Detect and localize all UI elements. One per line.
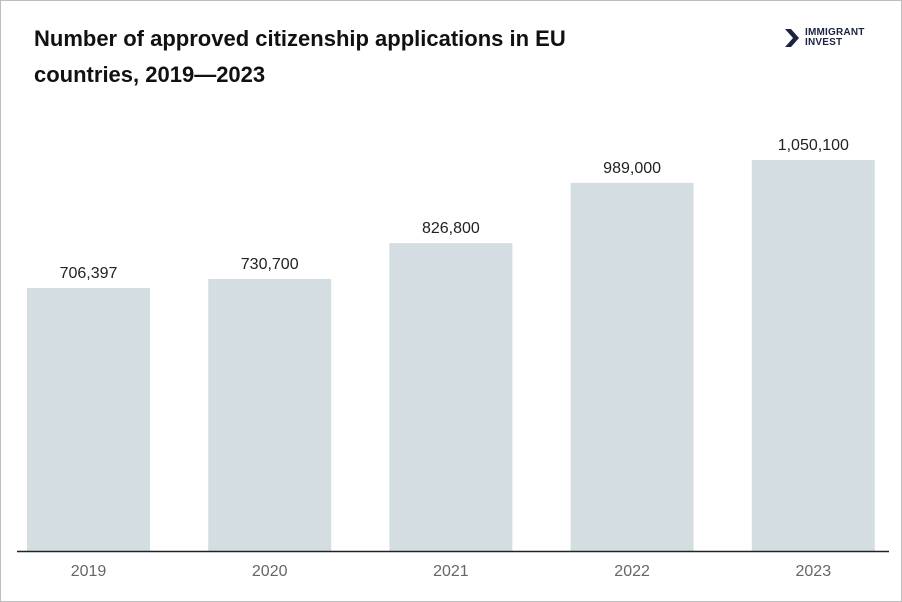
data-label-2020: 730,700 [241, 256, 299, 273]
brand-line-2: INVEST [805, 37, 843, 48]
bar-2019 [27, 288, 150, 551]
data-label-2023: 1,050,100 [778, 137, 849, 154]
data-label-2022: 989,000 [603, 160, 661, 177]
data-label-2019: 706,397 [60, 265, 118, 282]
brand-wordmark: IMMIGRANT INVEST [805, 28, 865, 48]
x-tick-label-2020: 2020 [252, 563, 288, 580]
chart-title: Number of approved citizenship applicati… [34, 26, 566, 87]
x-tick-label-2023: 2023 [796, 563, 832, 580]
bar-2020 [208, 278, 332, 551]
x-tick-label-2022: 2022 [614, 563, 650, 580]
bar-2023 [751, 160, 875, 551]
x-tick-label-2021: 2021 [433, 563, 469, 580]
bar-2021 [389, 243, 513, 551]
brand-logo: IMMIGRANT INVEST [785, 28, 885, 50]
data-label-2021: 826,800 [422, 220, 480, 237]
x-tick-label-2019: 2019 [71, 563, 107, 580]
brand-chevron-icon [785, 29, 799, 47]
bar-2022 [570, 182, 694, 552]
brand-line-1: IMMIGRANT [805, 27, 865, 38]
